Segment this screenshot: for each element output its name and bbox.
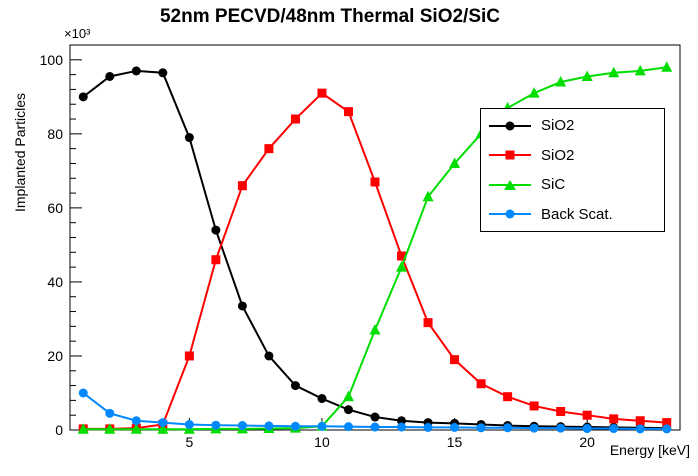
legend-marker-sio2-thermal xyxy=(489,147,531,163)
legend-label-sic: SiC xyxy=(541,176,566,194)
y-tick-label: 60 xyxy=(47,200,63,216)
legend-label-back-scat: Back Scat. xyxy=(541,205,613,223)
y-tick-label: 20 xyxy=(47,348,63,364)
y-axis-multiplier: ×10³ xyxy=(64,26,91,41)
y-tick-label: 0 xyxy=(55,422,63,438)
x-tick-label: 15 xyxy=(447,434,463,450)
legend-entry-sic: SiC xyxy=(481,176,664,193)
x-tick-label: 5 xyxy=(185,434,193,450)
legend-marker-sio2-pecvd xyxy=(489,118,531,134)
legend-marker-back-scat xyxy=(489,206,531,222)
legend: SiO2 SiO2 SiC Back Scat. xyxy=(480,108,665,232)
x-axis-label: Energy [keV] xyxy=(609,442,690,458)
legend-entry-sio2-pecvd: SiO2 xyxy=(481,117,664,134)
y-tick-label: 100 xyxy=(40,52,64,68)
legend-label-sio2-thermal: SiO2 xyxy=(541,146,575,164)
legend-marker-sic xyxy=(489,177,531,193)
legend-label-sio2-pecvd: SiO2 xyxy=(541,117,575,135)
y-tick-label: 80 xyxy=(47,126,63,142)
chart-title: 52nm PECVD/48nm Thermal SiO2/SiC xyxy=(159,6,500,27)
legend-entry-sio2-thermal: SiO2 xyxy=(481,147,664,164)
x-tick-label: 20 xyxy=(579,434,595,450)
plot-frame xyxy=(69,44,681,431)
y-tick-label: 40 xyxy=(47,274,63,290)
x-tick-label: 10 xyxy=(314,434,330,450)
y-axis: 0 20 40 60 80 100 xyxy=(40,44,82,438)
series-3-back-scat- xyxy=(78,388,672,434)
legend-entry-back-scat: Back Scat. xyxy=(481,206,664,223)
